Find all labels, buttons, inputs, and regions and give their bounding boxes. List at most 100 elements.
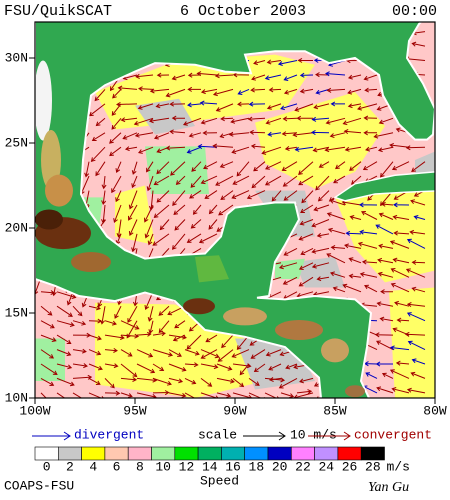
wind-arrow	[390, 268, 410, 278]
wind-arrow	[283, 190, 298, 201]
wind-arrow	[282, 276, 298, 285]
wind-arrow	[283, 74, 298, 81]
wind-arrow	[325, 71, 346, 77]
wind-arrow	[144, 219, 154, 239]
wind-arrow	[410, 371, 426, 379]
wind-arrow	[249, 129, 266, 135]
wind-arrow	[117, 85, 138, 91]
wind-arrow	[168, 392, 187, 398]
wind-arrow	[231, 190, 250, 199]
wind-arrow	[56, 377, 75, 387]
wind-arrow	[94, 89, 106, 102]
wind-arrow	[298, 276, 314, 287]
wind-arrow	[381, 372, 394, 379]
wind-arrow	[95, 117, 106, 127]
topography	[321, 338, 349, 363]
yucatan-highlands	[195, 255, 229, 283]
wind-arrow	[329, 271, 346, 278]
wind-arrow	[313, 204, 330, 212]
wind-arrow	[72, 363, 88, 369]
wind-arrow	[364, 284, 378, 293]
wind-arrow	[298, 161, 314, 175]
wind-arrow	[120, 320, 140, 330]
wind-arrow	[205, 334, 218, 343]
wind-arrow	[316, 232, 330, 238]
lon-tick-label: 80W	[423, 403, 447, 418]
wind-arrow	[251, 74, 266, 81]
wind-arrow	[363, 74, 378, 81]
speed-patch	[295, 256, 345, 288]
wind-arrow	[375, 224, 394, 235]
wind-arrow	[405, 268, 426, 278]
colorbar-swatch	[104, 446, 129, 461]
wind-arrow	[411, 259, 426, 265]
wind-arrow	[200, 117, 218, 125]
wind-arrow	[277, 60, 298, 66]
wind-arrow	[204, 190, 218, 199]
wind-arrow	[112, 89, 122, 99]
wind-arrow	[247, 116, 266, 122]
wind-arrow	[390, 282, 410, 293]
wind-arrow	[137, 103, 154, 110]
wind-arrow	[294, 146, 314, 152]
wind-arrow	[232, 378, 245, 388]
wind-arrow	[301, 190, 314, 204]
colorbar-tick-label: 24	[318, 459, 334, 474]
lon-tick-label: 90W	[223, 403, 247, 418]
wind-arrow	[282, 175, 298, 187]
wind-arrow	[169, 129, 186, 135]
wind-arrow	[158, 305, 170, 316]
wind-arrow	[389, 240, 410, 249]
wind-arrow	[405, 145, 426, 151]
wind-arrow	[267, 131, 282, 137]
wind-arrow	[389, 142, 410, 148]
wind-arrow	[56, 334, 72, 344]
wind-arrow	[377, 146, 394, 153]
wind-arrow	[311, 247, 330, 254]
speed-patch	[335, 185, 435, 283]
wind-arrow	[311, 116, 330, 122]
lat-tick-label: 10N	[5, 390, 28, 405]
wind-arrow	[318, 161, 330, 168]
wind-arrow	[357, 103, 378, 111]
wind-arrow	[232, 392, 253, 398]
wind-arrow	[88, 377, 101, 385]
wind-arrow	[218, 204, 234, 216]
cuba	[333, 171, 435, 202]
colorbar-swatch	[267, 446, 292, 461]
wind-arrow	[184, 362, 199, 368]
wind-arrow	[299, 219, 314, 226]
wind-arrow	[299, 72, 314, 78]
wind-arrow	[264, 74, 282, 81]
wind-arrow	[378, 117, 394, 125]
wind-arrow	[327, 227, 346, 235]
wind-arrow	[104, 363, 119, 369]
wind-arrow	[146, 175, 154, 192]
wind-arrow	[172, 190, 186, 206]
colorbar-tick-label: 18	[249, 459, 265, 474]
wind-arrow	[347, 74, 362, 80]
wind-arrow	[379, 161, 394, 178]
wind-arrow	[197, 143, 218, 150]
legend: divergent scale 10 m/s convergent	[32, 427, 432, 442]
wind-arrow	[184, 377, 197, 385]
wind-arrow	[116, 219, 122, 238]
wind-arrow	[392, 257, 410, 264]
wind-arrow	[182, 117, 202, 126]
wind-arrow	[72, 305, 83, 317]
wind-arrow	[148, 190, 154, 211]
wind-arrow	[171, 115, 186, 121]
time: 00:00	[392, 3, 437, 20]
wind-arrow	[312, 146, 330, 153]
wind-arrow	[40, 363, 58, 375]
topography	[345, 385, 365, 398]
wind-arrow	[40, 305, 53, 316]
wind-arrow	[347, 88, 362, 95]
lon-tick-label: 85W	[323, 403, 347, 418]
wind-arrow	[410, 199, 426, 206]
wind-arrow	[215, 103, 234, 112]
colorbar-swatch	[151, 446, 176, 461]
wind-arrow	[349, 215, 362, 220]
wind-arrow	[406, 238, 426, 249]
